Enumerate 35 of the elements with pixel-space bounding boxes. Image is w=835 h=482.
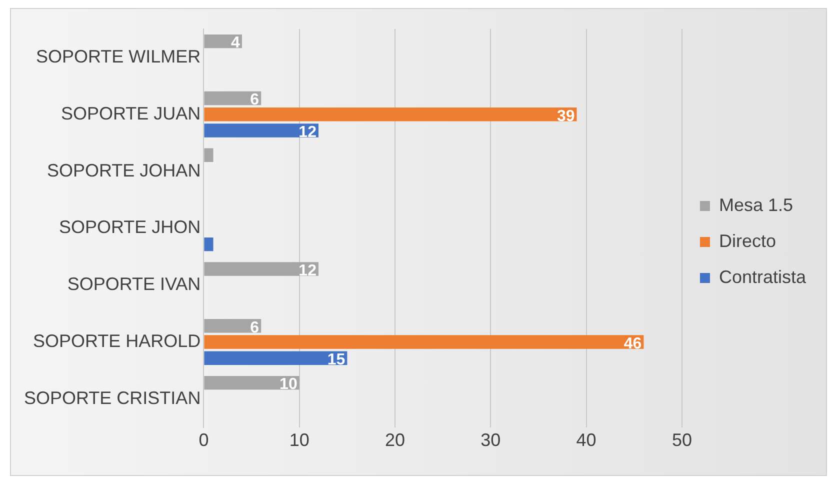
data-label: 46 [624, 335, 642, 352]
legend-label: Directo [718, 230, 776, 251]
data-label: 6 [250, 92, 260, 109]
data-label: 4 [231, 34, 240, 52]
bar [204, 335, 644, 349]
data-label: 6 [250, 319, 260, 336]
bar [204, 91, 262, 106]
x-tick-label: 50 [672, 430, 692, 450]
bar [204, 124, 318, 138]
x-tick-label: 30 [480, 430, 501, 450]
legend-label: Contratista [718, 266, 807, 287]
bar [204, 376, 300, 390]
y-tick-label: SOPORTE JHON [58, 217, 201, 238]
bar [204, 351, 348, 366]
y-tick-label: SOPORTE JOHAN [46, 160, 201, 180]
data-label: 39 [556, 108, 575, 125]
data-label: 12 [298, 124, 317, 141]
bar [204, 108, 577, 122]
y-tick-label: SOPORTE WILMER [36, 46, 201, 66]
data-label: 12 [298, 262, 317, 280]
x-tick-label: 40 [576, 430, 596, 450]
bar [204, 237, 214, 252]
bar [204, 319, 262, 333]
legend-label: Mesa 1.5 [718, 194, 794, 215]
x-tick-label: 0 [198, 430, 209, 450]
bar [204, 262, 318, 276]
y-tick-label: SOPORTE HAROLD [32, 330, 201, 351]
x-tick-label: 20 [384, 430, 406, 450]
bar [204, 148, 214, 162]
data-label: 10 [280, 376, 298, 394]
x-tick-label: 10 [289, 430, 310, 450]
y-tick-label: SOPORTE CRISTIAN [24, 388, 201, 408]
y-tick-label: SOPORTE IVAN [67, 274, 201, 294]
y-tick-label: SOPORTE JUAN [60, 103, 201, 124]
data-label: 15 [327, 352, 346, 369]
